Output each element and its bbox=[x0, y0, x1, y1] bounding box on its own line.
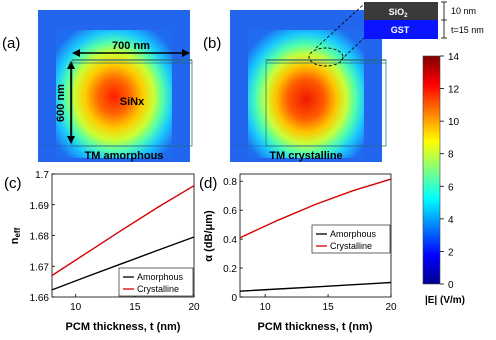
field-map-crystalline: TM crystalline bbox=[230, 10, 387, 162]
y-tick-label: 0.6 bbox=[223, 206, 237, 217]
x-tick-label: 20 bbox=[385, 302, 397, 313]
colorbar-gradient bbox=[422, 55, 441, 285]
colorbar-tick-label: 0 bbox=[448, 280, 454, 291]
height-label: 600 nm bbox=[55, 84, 67, 122]
y-tick-label: 0 bbox=[231, 293, 237, 304]
sio2-layer bbox=[364, 2, 438, 20]
series-line-amorphous bbox=[51, 236, 195, 291]
chart-alpha: 0 0.2 0.4 0.6 0.8 10 15 20 α (dB/μm) PCM thick… bbox=[203, 173, 397, 333]
x-tick-label: 15 bbox=[323, 302, 335, 313]
chart-c-ylabel: neff bbox=[9, 227, 22, 244]
colorbar-tick-label: 10 bbox=[448, 117, 460, 128]
field-map-amorphous: 700 nm 600 nm SiNx TM amorphous bbox=[38, 10, 193, 162]
sio2-thickness-label: 10 nm bbox=[451, 6, 476, 16]
colorbar: 14 12 10 8 6 4 2 0 |E| (V/m) bbox=[422, 52, 465, 306]
gst-thickness-label: t=15 nm bbox=[451, 25, 484, 35]
colorbar-label: |E| (V/m) bbox=[425, 295, 465, 306]
colorbar-tick-label: 2 bbox=[448, 247, 454, 258]
chart-neff: 1.66 1.67 1.68 1.69 1.7 10 15 20 neff PCM thic… bbox=[9, 170, 200, 333]
colorbar-tick-label: 14 bbox=[448, 52, 460, 63]
chart-d-ylabel: α (dB/μm) bbox=[203, 210, 215, 262]
y-tick-label: 1.69 bbox=[30, 201, 50, 212]
series-line-amorphous bbox=[239, 281, 392, 292]
series-line-crystalline bbox=[51, 185, 195, 277]
panel-d-label: (d) bbox=[199, 175, 217, 192]
x-tick-label: 10 bbox=[70, 302, 82, 313]
caption-crystalline: TM crystalline bbox=[269, 150, 342, 162]
legend-c-amorphous-label: Amorphous bbox=[137, 272, 184, 282]
x-tick-label: 20 bbox=[188, 302, 200, 313]
width-dimension-arrow bbox=[72, 49, 190, 57]
sio2-label: SiO2 bbox=[389, 7, 409, 19]
chart-c-xlabel: PCM thickness, t (nm) bbox=[66, 321, 181, 333]
panel-b-label: (b) bbox=[203, 35, 221, 52]
gst-label: GST bbox=[391, 25, 410, 35]
caption-amorphous: TM amorphous bbox=[85, 150, 164, 162]
height-dimension-arrow bbox=[67, 61, 75, 144]
colorbar-tick-label: 8 bbox=[448, 150, 454, 161]
series-line-crystalline bbox=[239, 178, 392, 239]
y-tick-label: 1.68 bbox=[30, 232, 50, 243]
chart-d-legend: Amorphous Crystalline bbox=[311, 224, 391, 254]
y-tick-label: 1.66 bbox=[30, 293, 50, 304]
x-tick-label: 15 bbox=[129, 302, 141, 313]
y-tick-label: 1.67 bbox=[30, 262, 50, 273]
chart-d-y-ticks: 0 0.2 0.4 0.6 0.8 bbox=[223, 177, 243, 304]
chart-c-series bbox=[51, 185, 195, 291]
legend-c-crystalline-label: Crystalline bbox=[137, 284, 179, 294]
material-label: SiNx bbox=[120, 96, 145, 108]
colorbar-ticks: 14 12 10 8 6 4 2 0 bbox=[440, 52, 460, 291]
chart-d-x-ticks: 10 15 20 bbox=[260, 294, 397, 313]
panel-a-label: (a) bbox=[2, 35, 20, 52]
x-tick-label: 10 bbox=[260, 302, 272, 313]
y-tick-label: 1.7 bbox=[35, 170, 49, 181]
zoom-ellipse bbox=[308, 47, 344, 67]
layer-inset: SiO2 GST 10 nm t=15 nm bbox=[315, 1, 484, 61]
legend-d-amorphous-label: Amorphous bbox=[330, 229, 377, 239]
colorbar-tick-label: 4 bbox=[448, 215, 454, 226]
chart-d-xlabel: PCM thickness, t (nm) bbox=[258, 321, 373, 333]
y-tick-label: 0.4 bbox=[223, 235, 237, 246]
legend-d-crystalline-label: Crystalline bbox=[330, 241, 372, 251]
colorbar-tick-label: 6 bbox=[448, 182, 454, 193]
y-tick-label: 0.2 bbox=[223, 264, 237, 275]
chart-c-y-ticks: 1.66 1.67 1.68 1.69 1.7 bbox=[30, 170, 55, 304]
width-label: 700 nm bbox=[112, 40, 150, 52]
colorbar-tick-label: 12 bbox=[448, 85, 460, 96]
chart-c-legend: Amorphous Crystalline bbox=[118, 267, 194, 297]
chart-d-series bbox=[239, 178, 392, 292]
gst-layer bbox=[364, 20, 438, 39]
y-tick-label: 0.8 bbox=[223, 177, 237, 188]
panel-c-label: (c) bbox=[4, 175, 22, 192]
